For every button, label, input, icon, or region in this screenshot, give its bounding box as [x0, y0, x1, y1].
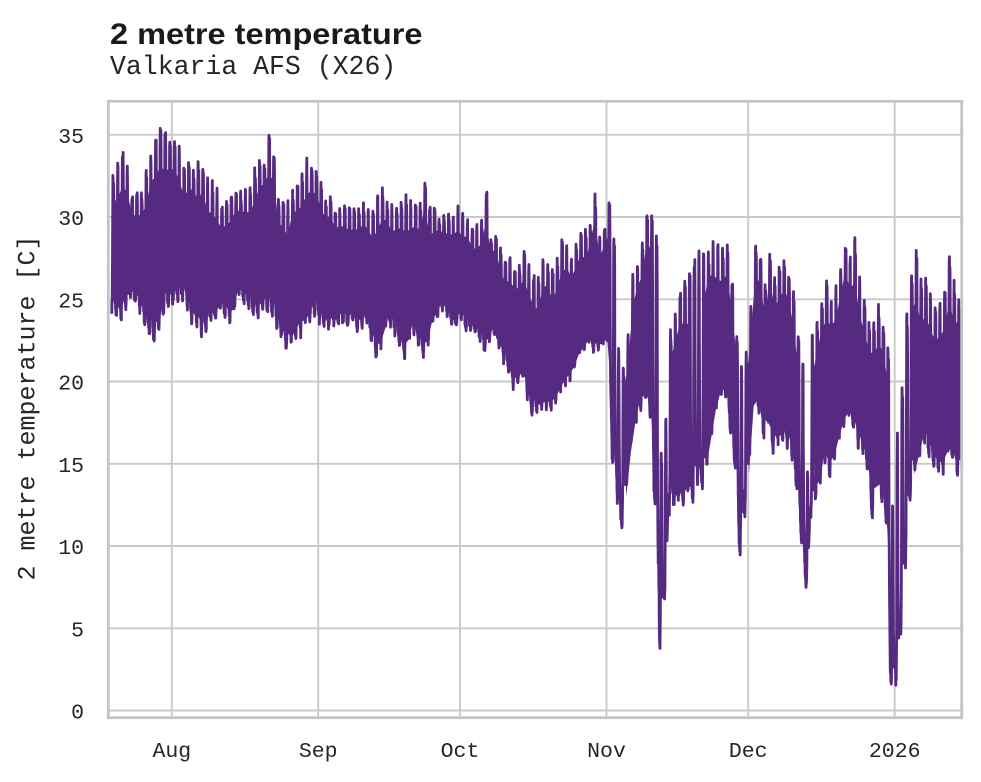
svg-text:35: 35 [58, 126, 84, 150]
svg-text:Valkaria AFS (X26): Valkaria AFS (X26) [110, 52, 396, 82]
svg-text:5: 5 [71, 619, 84, 643]
svg-text:Dec: Dec [729, 740, 768, 764]
svg-text:10: 10 [58, 537, 84, 561]
svg-text:20: 20 [58, 373, 84, 397]
svg-text:2 metre temperature [C]: 2 metre temperature [C] [14, 235, 43, 580]
svg-text:30: 30 [58, 208, 84, 232]
svg-text:Sep: Sep [299, 740, 338, 764]
svg-text:15: 15 [58, 455, 84, 479]
svg-text:Aug: Aug [152, 740, 191, 764]
svg-text:Oct: Oct [441, 740, 480, 764]
svg-text:2026: 2026 [869, 740, 921, 764]
svg-text:25: 25 [58, 290, 84, 314]
svg-text:0: 0 [71, 702, 84, 726]
svg-text:Nov: Nov [587, 740, 626, 764]
svg-text:2 metre temperature: 2 metre temperature [110, 17, 423, 51]
